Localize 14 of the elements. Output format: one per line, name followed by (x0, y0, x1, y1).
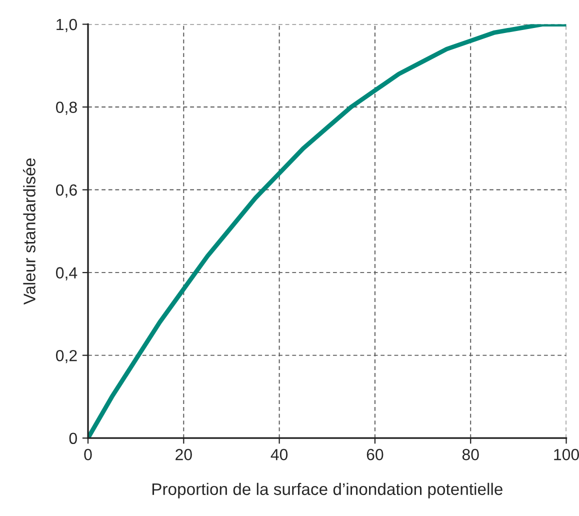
y-tick-label: 0,2 (56, 350, 77, 364)
y-tick-label: 0,6 (56, 184, 77, 198)
x-tick-label: 60 (366, 448, 384, 460)
y-tick-label: 1,0 (56, 18, 77, 32)
x-tick-label: 20 (176, 448, 192, 460)
x-tick-label: 100 (554, 448, 579, 460)
y-tick-label: 0,4 (56, 267, 78, 280)
y-tick-label: 0,8 (56, 102, 77, 115)
x-tick-label: 0 (84, 448, 92, 460)
y-axis-title: Valeur standardisée (22, 158, 36, 305)
x-tick-label: 80 (462, 448, 479, 460)
y-tick-label: 0 (69, 432, 77, 444)
x-axis-title: Proportion de la surface d’inondation potentielle (152, 482, 502, 498)
x-tick-label: 40 (270, 448, 288, 460)
